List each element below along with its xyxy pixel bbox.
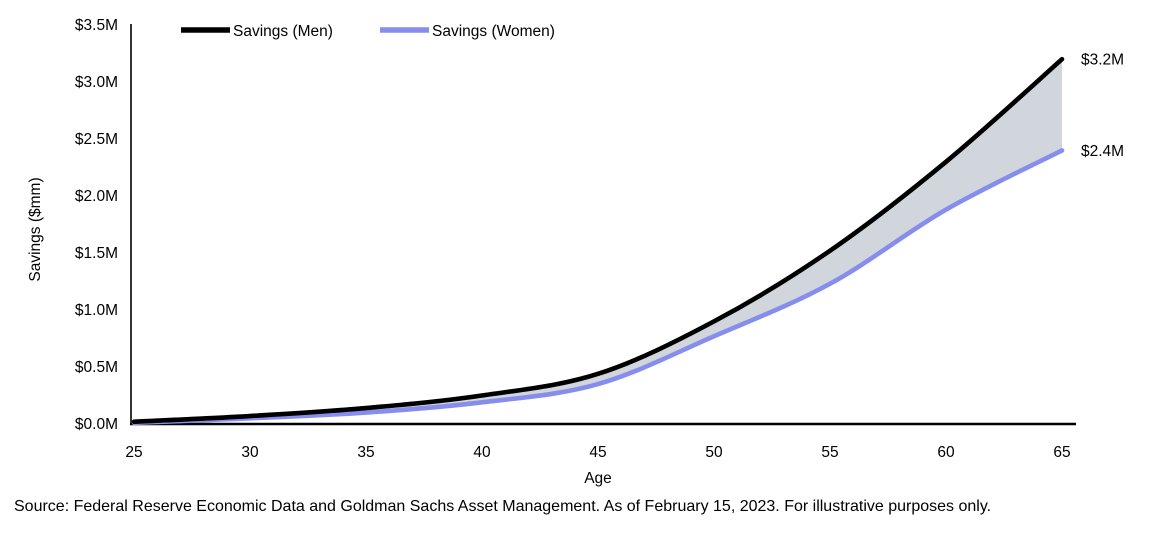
legend-label-men: Savings (Men) [233, 23, 333, 40]
x-tick-label: 35 [357, 444, 374, 461]
x-tick-label: 55 [821, 444, 838, 461]
y-tick-label: $2.0M [75, 188, 118, 205]
y-tick-label: $2.5M [75, 131, 118, 148]
x-tick-label: 40 [473, 444, 491, 461]
legend-label-women: Savings (Women) [432, 23, 555, 40]
fill-between-area [134, 59, 1062, 423]
source-note: Source: Federal Reserve Economic Data an… [14, 498, 992, 515]
x-tick-label: 25 [125, 444, 142, 461]
y-axis-title: Savings ($mm) [27, 177, 44, 281]
y-tick-label: $0.5M [75, 359, 118, 376]
x-tick-label: 50 [705, 444, 723, 461]
x-tick-label: 60 [937, 444, 955, 461]
x-tick-label: 45 [589, 444, 606, 461]
series-line-men [131, 56, 1065, 425]
savings-line-chart: $0.0M $0.5M $1.0M $1.5M $2.0M $2.5M $3.0M $3.5M… [27, 17, 1124, 487]
y-tick-label: $1.0M [75, 302, 118, 319]
x-tick-label: 65 [1053, 444, 1070, 461]
y-tick-label: $3.0M [75, 74, 118, 91]
x-axis-title: Age [584, 470, 612, 487]
y-tick-label: $0.0M [75, 416, 118, 433]
y-tick-label: $3.5M [75, 17, 118, 34]
end-label-men: $3.2M [1081, 52, 1124, 69]
series-line-women [131, 148, 1065, 426]
y-tick-label: $1.5M [75, 245, 118, 262]
end-label-women: $2.4M [1081, 143, 1124, 160]
x-tick-label: 30 [241, 444, 259, 461]
